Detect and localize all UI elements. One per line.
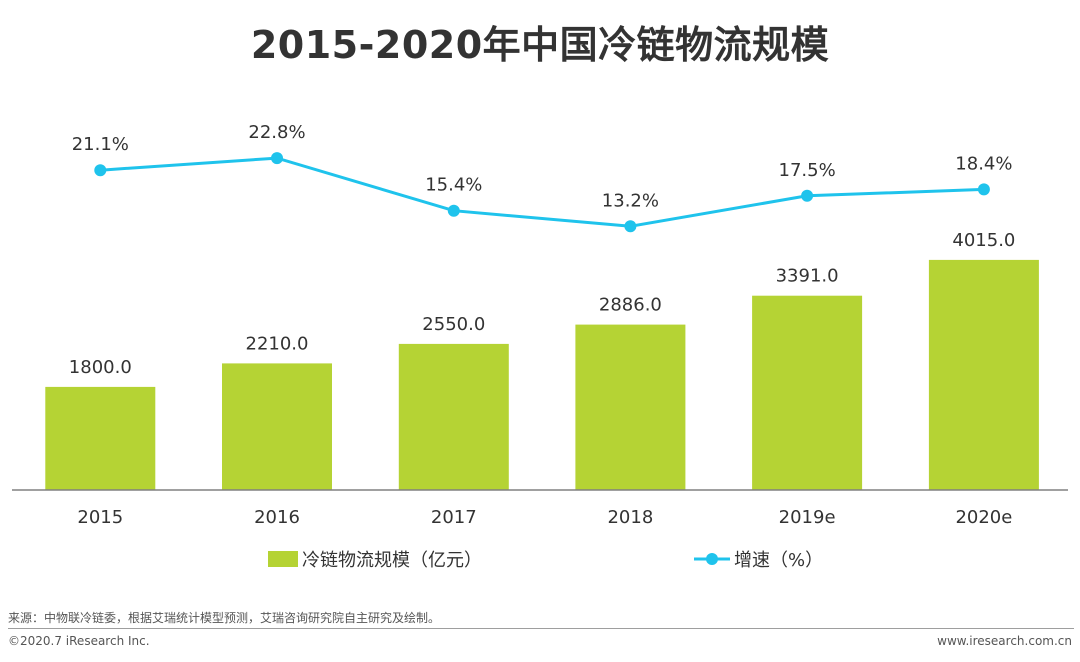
x-tick-label: 2018 [607, 507, 653, 528]
growth-line-layer [94, 152, 990, 233]
bar-2015 [45, 386, 156, 490]
growth-point-2016 [271, 152, 283, 165]
legend: 冷链物流规模（亿元） 增速（%） [268, 550, 823, 571]
bar-value-label: 2210.0 [246, 333, 309, 354]
bar-2016 [222, 363, 332, 490]
bar-2018 [575, 324, 686, 490]
growth-value-label: 17.5% [779, 160, 836, 181]
bar-value-labels: 1800.0 2210.0 2550.0 2886.0 3391.0 4015.0 [69, 230, 1016, 378]
bar-2019e [752, 295, 863, 490]
x-tick-label: 2017 [431, 507, 477, 528]
chart-title: 2015-2020年中国冷链物流规模 [250, 23, 830, 67]
bars-layer [45, 259, 1039, 490]
x-tick-label: 2020e [955, 507, 1012, 528]
bar-value-label: 3391.0 [776, 266, 839, 287]
growth-value-label: 21.1% [72, 134, 129, 155]
x-axis-tick-labels: 2015 2016 2017 2018 2019e 2020e [77, 507, 1012, 528]
growth-point-2017 [447, 204, 460, 217]
growth-point-2020e [977, 183, 990, 196]
growth-value-label: 22.8% [248, 122, 305, 143]
legend-line-label: 增速（%） [734, 550, 823, 571]
growth-point-2019e [801, 189, 814, 202]
growth-point-2015 [94, 164, 107, 177]
growth-point-2018 [624, 220, 637, 233]
bar-value-label: 2886.0 [599, 295, 662, 316]
footer-divider [8, 628, 1074, 629]
source-note: 来源：中物联冷链委，根据艾瑞统计模型预测，艾瑞咨询研究院自主研究及绘制。 [8, 611, 441, 625]
x-tick-label: 2016 [254, 507, 300, 528]
growth-value-labels: 21.1% 22.8% 15.4% 13.2% 17.5% 18.4% [72, 122, 1013, 211]
growth-value-label: 15.4% [425, 175, 482, 196]
legend-line-marker [706, 553, 718, 565]
growth-value-label: 18.4% [955, 153, 1012, 174]
bar-value-label: 4015.0 [952, 230, 1015, 251]
bar-value-label: 2550.0 [422, 314, 485, 335]
copyright-text: ©2020.7 iResearch Inc. [8, 634, 150, 648]
growth-value-label: 13.2% [602, 190, 659, 211]
legend-bar-label: 冷链物流规模（亿元） [302, 550, 482, 571]
x-tick-label: 2015 [77, 507, 123, 528]
x-tick-label: 2019e [779, 507, 836, 528]
bar-2020e [928, 259, 1039, 490]
legend-bar-swatch [268, 551, 298, 567]
website-url: www.iresearch.com.cn [937, 634, 1072, 648]
bar-value-label: 1800.0 [69, 357, 132, 378]
growth-line [100, 156, 984, 228]
bar-2017 [398, 343, 509, 490]
